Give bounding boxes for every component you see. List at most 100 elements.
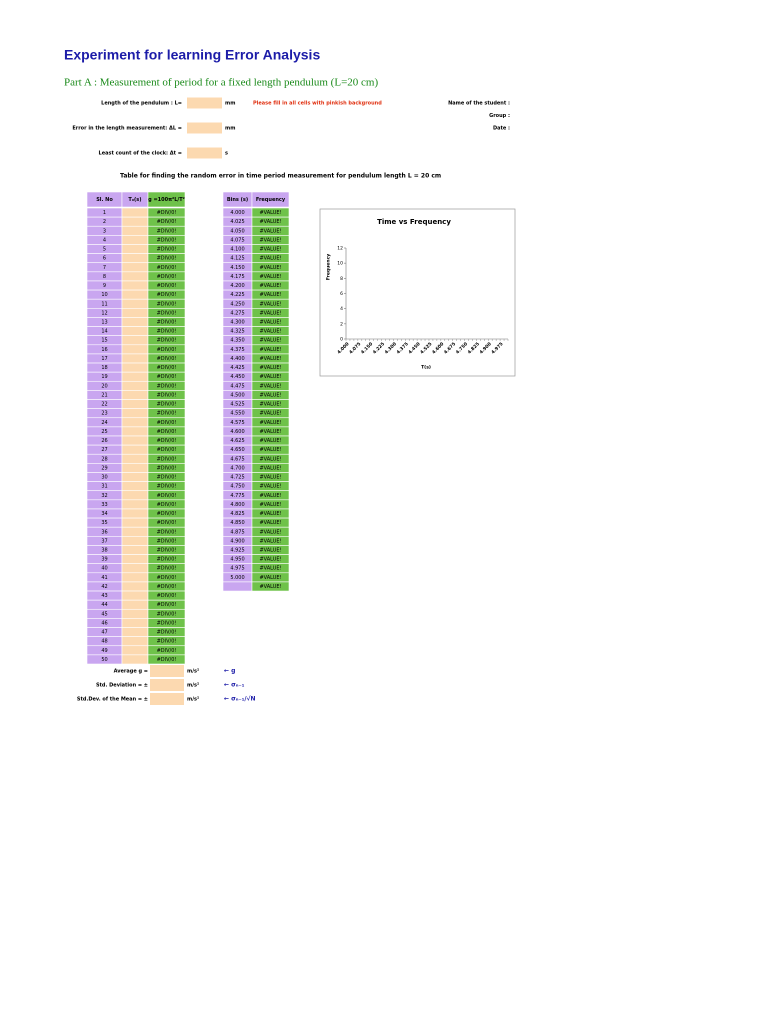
bin-text: 4.725 (230, 475, 244, 481)
g-text: #DIV/0! (157, 310, 177, 316)
time-cell (121, 262, 149, 273)
time-cell (121, 207, 149, 218)
header-cell (147, 191, 186, 208)
time-cell (121, 618, 149, 628)
time-cell (121, 508, 149, 519)
bin-text: 4.925 (230, 548, 244, 554)
bin-text: 4.475 (230, 383, 244, 389)
g-text: #DIV/0! (157, 548, 177, 554)
bin-text: 4.425 (230, 365, 244, 371)
sl-text: 40 (101, 566, 107, 572)
bin-text: 4.900 (230, 538, 244, 544)
sl-text: 21 (101, 392, 107, 398)
g-text: #DIV/0! (157, 365, 177, 371)
time-cell (121, 654, 149, 665)
summary-unit: m/s² (187, 683, 199, 689)
bin-text: 4.700 (230, 465, 244, 471)
g-text: #DIV/0! (157, 584, 177, 590)
bin-text: 4.775 (230, 493, 244, 499)
g-text: #DIV/0! (157, 374, 177, 380)
g-text: #DIV/0! (157, 420, 177, 426)
bin-text: 4.125 (230, 256, 244, 262)
time-cell (121, 298, 149, 309)
sl-text: 43 (101, 593, 107, 599)
y-tick-label: 12 (337, 246, 343, 252)
time-cell (121, 380, 149, 391)
bin-text: 4.975 (230, 566, 244, 572)
freq-text: #VALUE! (259, 475, 281, 481)
sl-text: 18 (101, 365, 107, 371)
sl-text: 13 (101, 320, 107, 326)
bin-text: 4.325 (230, 329, 244, 335)
input-label: Length of the pendulum : L= (101, 101, 182, 107)
g-text: #DIV/0! (157, 557, 177, 563)
freq-text: #VALUE! (259, 247, 281, 253)
freq-text: #VALUE! (259, 228, 281, 234)
g-text: #DIV/0! (157, 392, 177, 398)
y-tick-label: 2 (340, 321, 343, 327)
bin-text: 4.600 (230, 429, 244, 435)
sl-text: 38 (101, 548, 107, 554)
freq-text: #VALUE! (259, 429, 281, 435)
time-cell (121, 554, 149, 564)
y-axis-label: Frequency (326, 254, 332, 280)
sl-text: 48 (101, 639, 107, 645)
bin-text: 5.000 (230, 575, 244, 581)
sl-text: 39 (101, 557, 107, 563)
sl-text: 26 (101, 438, 107, 444)
freq-text: #VALUE! (259, 347, 281, 353)
g-text: #DIV/0! (157, 219, 177, 225)
sl-text: 49 (101, 648, 107, 654)
time-cell (121, 435, 149, 446)
header-text: T₀(s) (128, 197, 141, 203)
freq-text: #VALUE! (259, 237, 281, 243)
sl-text: 8 (103, 274, 106, 280)
sl-text: 28 (101, 456, 107, 462)
g-text: #DIV/0! (157, 657, 177, 663)
sl-text: 37 (101, 538, 107, 544)
time-cell (121, 536, 149, 546)
freq-text: #VALUE! (259, 566, 281, 572)
bin-text: 4.175 (230, 274, 244, 280)
g-text: #DIV/0! (157, 511, 177, 517)
time-cell (121, 472, 149, 482)
time-cell (121, 545, 149, 555)
g-text: #DIV/0! (157, 620, 177, 626)
freq-text: #VALUE! (259, 557, 281, 563)
sl-text: 42 (101, 584, 107, 590)
bin-text: 4.750 (230, 484, 244, 490)
g-text: #DIV/0! (157, 648, 177, 654)
summary-label: Std. Deviation = ± (96, 683, 148, 689)
subtitle: Part A : Measurement of period for a fix… (64, 77, 378, 89)
summary-unit: m/s² (187, 697, 199, 703)
sl-text: 24 (101, 420, 107, 426)
chart-frame (319, 208, 516, 377)
bin-text: 4.625 (230, 438, 244, 444)
g-text: #DIV/0! (157, 593, 177, 599)
summary-label: Std.Dev. of the Mean = ± (77, 697, 148, 703)
bin-text: 4.950 (230, 557, 244, 563)
time-cell (121, 563, 149, 574)
bin-text: 4.650 (230, 447, 244, 453)
time-cell (121, 271, 149, 282)
g-text: #DIV/0! (157, 247, 177, 253)
chart-title: Time vs Frequency (377, 218, 451, 226)
freq-text: #VALUE! (259, 411, 281, 417)
freq-text: #VALUE! (259, 511, 281, 517)
time-cell (121, 599, 149, 610)
time-cell (121, 581, 149, 592)
g-text: #DIV/0! (157, 465, 177, 471)
freq-text: #VALUE! (259, 538, 281, 544)
g-text: #DIV/0! (157, 575, 177, 581)
bin-text: 4.875 (230, 529, 244, 535)
g-text: #DIV/0! (157, 338, 177, 344)
sl-text: 12 (101, 310, 107, 316)
time-cell (121, 426, 149, 437)
table-caption: Table for finding the random error in ti… (120, 173, 441, 180)
freq-text: #VALUE! (259, 256, 281, 262)
g-text: #DIV/0! (157, 320, 177, 326)
time-cell (121, 244, 149, 254)
bin-text: 4.850 (230, 520, 244, 526)
time-cell (121, 517, 149, 528)
sl-text: 2 (103, 219, 106, 225)
